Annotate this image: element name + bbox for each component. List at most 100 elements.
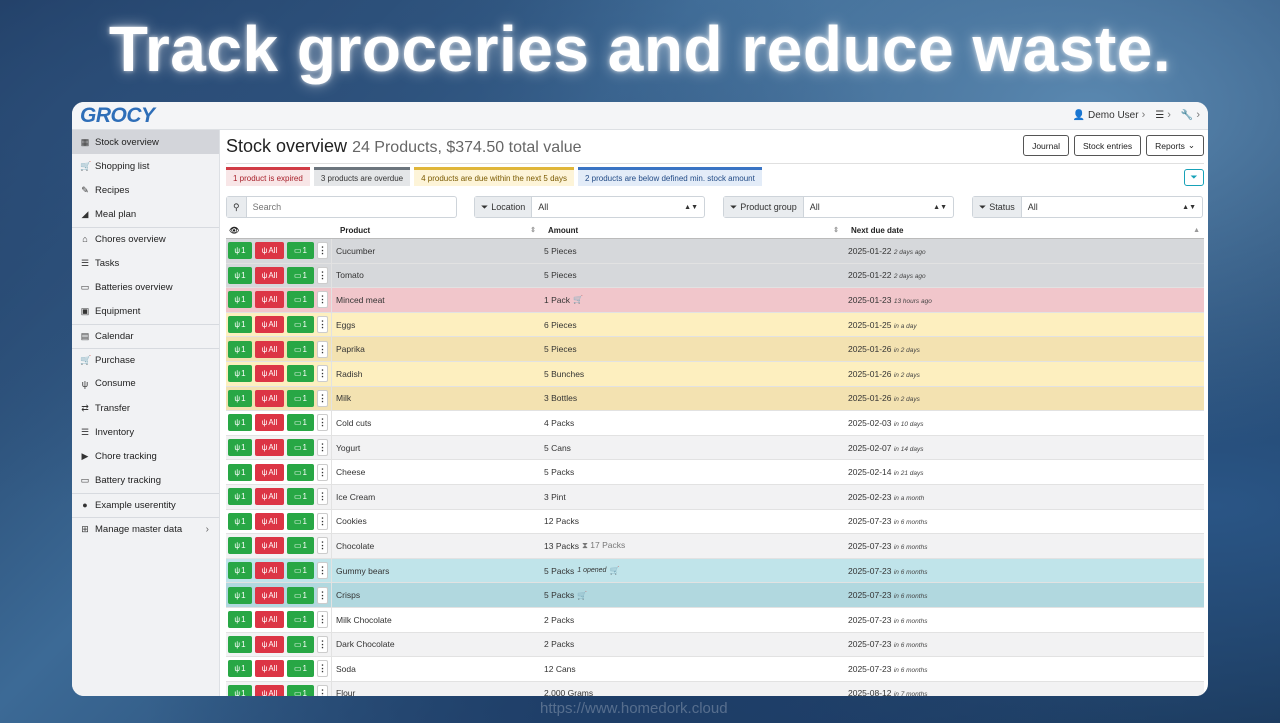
status-expired[interactable]: 1 product is expired [226, 167, 310, 186]
sidebar-item[interactable]: ⊞ Manage master data › [72, 517, 219, 541]
product-name[interactable]: Crisps [332, 590, 540, 600]
more-options-icon[interactable]: ⋮ [317, 414, 328, 431]
product-name[interactable]: Dark Chocolate [332, 639, 540, 649]
product-group-filter[interactable]: ⏷ Product group All ▲▼ [723, 196, 954, 218]
sidebar-item[interactable]: ▭ Battery tracking [72, 469, 219, 493]
sidebar-item[interactable]: ☰ Inventory [72, 420, 219, 444]
column-next-due[interactable]: Next due date ▲ [843, 222, 1204, 238]
consume-all-button[interactable]: ψ All [255, 390, 284, 407]
product-name[interactable]: Cookies [332, 516, 540, 526]
product-name[interactable]: Eggs [332, 320, 540, 330]
more-options-icon[interactable]: ⋮ [317, 341, 328, 358]
more-options-icon[interactable]: ⋮ [317, 537, 328, 554]
open-one-button[interactable]: ▭ 1 [287, 390, 314, 407]
product-name[interactable]: Paprika [332, 344, 540, 354]
consume-all-button[interactable]: ψ All [255, 562, 284, 579]
journal-button[interactable]: Journal [1023, 135, 1069, 156]
open-one-button[interactable]: ▭ 1 [287, 267, 314, 284]
open-one-button[interactable]: ▭ 1 [287, 636, 314, 653]
consume-all-button[interactable]: ψ All [255, 611, 284, 628]
more-options-icon[interactable]: ⋮ [317, 291, 328, 308]
product-name[interactable]: Yogurt [332, 443, 540, 453]
sidebar-item[interactable]: ● Example userentity [72, 493, 219, 517]
open-one-button[interactable]: ▭ 1 [287, 414, 314, 431]
open-one-button[interactable]: ▭ 1 [287, 341, 314, 358]
more-options-icon[interactable]: ⋮ [317, 365, 328, 382]
sidebar-item[interactable]: ψ Consume [72, 372, 219, 396]
open-one-button[interactable]: ▭ 1 [287, 488, 314, 505]
product-name[interactable]: Milk Chocolate [332, 615, 540, 625]
settings-menu[interactable]: ☰ › [1155, 109, 1171, 121]
more-options-icon[interactable]: ⋮ [317, 562, 328, 579]
more-options-icon[interactable]: ⋮ [317, 685, 328, 696]
consume-all-button[interactable]: ψ All [255, 316, 284, 333]
column-amount[interactable]: Amount ⇕ [540, 222, 843, 238]
open-one-button[interactable]: ▭ 1 [287, 291, 314, 308]
open-one-button[interactable]: ▭ 1 [287, 464, 314, 481]
open-one-button[interactable]: ▭ 1 [287, 660, 314, 677]
consume-all-button[interactable]: ψ All [255, 488, 284, 505]
consume-all-button[interactable]: ψ All [255, 513, 284, 530]
more-options-icon[interactable]: ⋮ [317, 611, 328, 628]
more-options-icon[interactable]: ⋮ [317, 488, 328, 505]
status-due-soon[interactable]: 4 products are due within the next 5 day… [414, 167, 574, 186]
product-name[interactable]: Cheese [332, 467, 540, 477]
more-options-icon[interactable]: ⋮ [317, 660, 328, 677]
consume-all-button[interactable]: ψ All [255, 414, 284, 431]
consume-all-button[interactable]: ψ All [255, 587, 284, 604]
sidebar-item[interactable]: ⇄ Transfer [72, 396, 219, 420]
more-options-icon[interactable]: ⋮ [317, 390, 328, 407]
reports-button[interactable]: Reports ⌄ [1146, 135, 1204, 156]
status-filter[interactable]: ⏷ Status All ▲▼ [972, 196, 1203, 218]
product-name[interactable]: Chocolate [332, 541, 540, 551]
sidebar-item[interactable]: ▤ Calendar [72, 324, 219, 348]
more-options-icon[interactable]: ⋮ [317, 636, 328, 653]
status-select[interactable]: All ▲▼ [1022, 197, 1202, 217]
sidebar-item[interactable]: 🛒 Purchase [72, 348, 219, 372]
open-one-button[interactable]: ▭ 1 [287, 537, 314, 554]
open-one-button[interactable]: ▭ 1 [287, 611, 314, 628]
stock-entries-button[interactable]: Stock entries [1074, 135, 1141, 156]
consume-all-button[interactable]: ψ All [255, 660, 284, 677]
open-one-button[interactable]: ▭ 1 [287, 562, 314, 579]
sidebar-item[interactable]: ◢ Meal plan [72, 203, 219, 227]
open-one-button[interactable]: ▭ 1 [287, 513, 314, 530]
tools-menu[interactable]: 🔧 › [1181, 109, 1200, 121]
sidebar-item[interactable]: ▦ Stock overview [72, 130, 219, 154]
consume-all-button[interactable]: ψ All [255, 636, 284, 653]
product-name[interactable]: Cucumber [332, 246, 540, 256]
more-options-icon[interactable]: ⋮ [317, 464, 328, 481]
open-one-button[interactable]: ▭ 1 [287, 439, 314, 456]
consume-all-button[interactable]: ψ All [255, 537, 284, 554]
consume-all-button[interactable]: ψ All [255, 291, 284, 308]
consume-all-button[interactable]: ψ All [255, 365, 284, 382]
more-options-icon[interactable]: ⋮ [317, 587, 328, 604]
sidebar-item[interactable]: ▶ Chore tracking [72, 444, 219, 468]
sidebar-item[interactable]: ☰ Tasks [72, 251, 219, 275]
product-name[interactable]: Radish [332, 369, 540, 379]
product-group-select[interactable]: All ▲▼ [804, 197, 953, 217]
more-options-icon[interactable]: ⋮ [317, 242, 328, 259]
product-name[interactable]: Cold cuts [332, 418, 540, 428]
consume-all-button[interactable]: ψ All [255, 439, 284, 456]
more-options-icon[interactable]: ⋮ [317, 513, 328, 530]
consume-all-button[interactable]: ψ All [255, 242, 284, 259]
